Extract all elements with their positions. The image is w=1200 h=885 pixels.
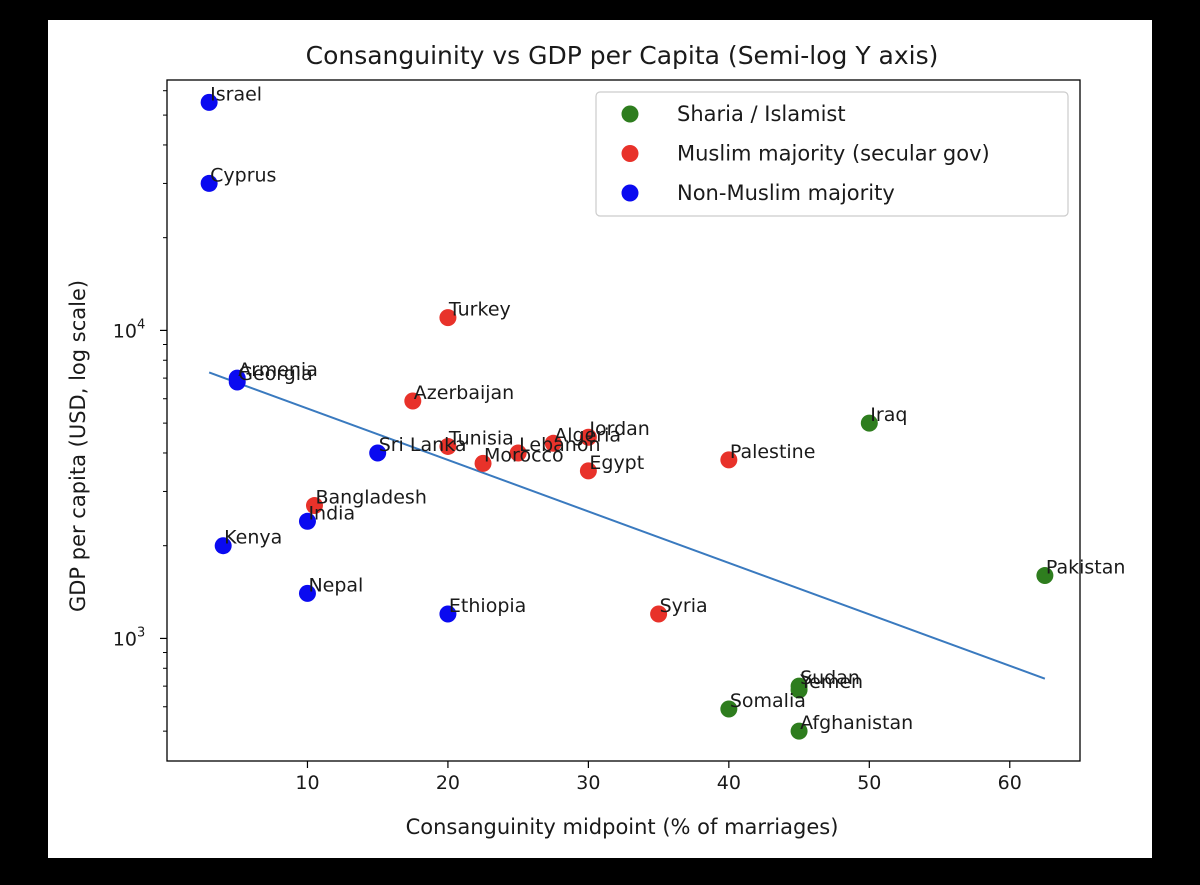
scatter-point bbox=[1036, 567, 1054, 585]
scatter-point bbox=[720, 700, 738, 718]
scatter-point bbox=[579, 462, 597, 480]
scatter-point bbox=[404, 392, 422, 410]
x-tick-label: 30 bbox=[576, 772, 600, 794]
scatter-point bbox=[509, 444, 527, 462]
point-label: Sudan bbox=[800, 667, 860, 689]
y-tick-base: 10 bbox=[113, 320, 137, 342]
legend-label: Non-Muslim majority bbox=[677, 181, 895, 205]
scatter-point bbox=[200, 174, 218, 192]
scatter-point bbox=[579, 428, 597, 446]
scatter-point bbox=[720, 451, 738, 469]
point-label: Afghanistan bbox=[800, 712, 913, 734]
scatter-point bbox=[474, 454, 492, 472]
point-label: Iraq bbox=[870, 404, 907, 426]
point-label: Cyprus bbox=[210, 164, 276, 186]
x-tick-label: 60 bbox=[998, 772, 1022, 794]
point-label: Azerbaijan bbox=[414, 382, 514, 404]
y-axis-label: GDP per capita (USD, log scale) bbox=[66, 280, 90, 612]
chart-figure: Consanguinity vs GDP per Capita (Semi-lo… bbox=[48, 20, 1152, 858]
plot-frame bbox=[166, 79, 1081, 762]
point-label: Armenia bbox=[238, 359, 318, 381]
x-axis-label: Consanguinity midpoint (% of marriages) bbox=[406, 815, 839, 839]
point-label: Sri Lanka bbox=[379, 434, 467, 456]
scatter-point bbox=[369, 444, 387, 462]
point-label: India bbox=[308, 502, 355, 524]
plot-area: 10 20 30 40 50 60103104IraqPakistanSudanYemen… bbox=[113, 83, 1126, 794]
y-tick-base: 10 bbox=[113, 628, 137, 650]
point-label: Lebanon bbox=[519, 434, 600, 456]
y-tick-exponent: 3 bbox=[137, 625, 145, 640]
legend-label: Muslim majority (secular gov) bbox=[677, 142, 990, 166]
point-label: Tunisia bbox=[448, 427, 514, 449]
point-label: Egypt bbox=[589, 452, 644, 474]
point-label: Somalia bbox=[730, 690, 806, 712]
y-tick-label: 103 bbox=[113, 625, 145, 650]
scatter-point bbox=[298, 584, 316, 602]
point-label: Ethiopia bbox=[449, 595, 526, 617]
point-label: Israel bbox=[210, 83, 262, 105]
point-label: Nepal bbox=[308, 574, 363, 596]
trend-line bbox=[208, 371, 1046, 680]
scatter-point bbox=[544, 434, 562, 452]
legend: Sharia / Islamist Muslim majority (secula… bbox=[595, 91, 1069, 217]
point-label: Morocco bbox=[484, 444, 564, 466]
point-label: Georgia bbox=[238, 363, 313, 385]
scatter-point bbox=[439, 437, 457, 455]
point-label: Pakistan bbox=[1046, 557, 1126, 579]
scatter-point bbox=[439, 605, 457, 623]
x-tick-label: 10 bbox=[295, 772, 319, 794]
x-tick-label: 20 bbox=[436, 772, 460, 794]
legend-marker bbox=[621, 105, 639, 123]
point-label: Algeria bbox=[554, 424, 621, 446]
scatter-point bbox=[790, 681, 808, 699]
scatter-point bbox=[305, 497, 323, 515]
legend-label: Sharia / Islamist bbox=[677, 102, 846, 126]
point-label: Yemen bbox=[799, 671, 863, 693]
legend-marker bbox=[621, 145, 639, 162]
scatter-point bbox=[228, 373, 246, 391]
scatter-point bbox=[790, 722, 808, 740]
point-label: Palestine bbox=[730, 441, 816, 463]
scatter-point bbox=[200, 93, 218, 111]
scatter-point bbox=[650, 605, 668, 623]
chart-title: Consanguinity vs GDP per Capita (Semi-lo… bbox=[306, 41, 939, 70]
chart-svg: Consanguinity vs GDP per Capita (Semi-lo… bbox=[66, 41, 1126, 839]
scatter-point bbox=[214, 537, 232, 555]
point-label: Turkey bbox=[448, 299, 511, 321]
scatter-point bbox=[860, 414, 878, 432]
point-label: Jordan bbox=[588, 418, 649, 440]
x-tick-label: 50 bbox=[857, 772, 881, 794]
scatter-point bbox=[298, 512, 316, 530]
point-label: Syria bbox=[660, 595, 708, 617]
x-tick-label: 40 bbox=[717, 772, 741, 794]
y-tick-label: 104 bbox=[113, 317, 145, 342]
legend-marker bbox=[621, 184, 639, 202]
point-label: Kenya bbox=[224, 527, 282, 549]
legend-box bbox=[595, 91, 1069, 217]
y-tick-exponent: 4 bbox=[137, 317, 145, 332]
point-label: Bangladesh bbox=[315, 487, 426, 509]
scatter-point bbox=[439, 309, 457, 327]
